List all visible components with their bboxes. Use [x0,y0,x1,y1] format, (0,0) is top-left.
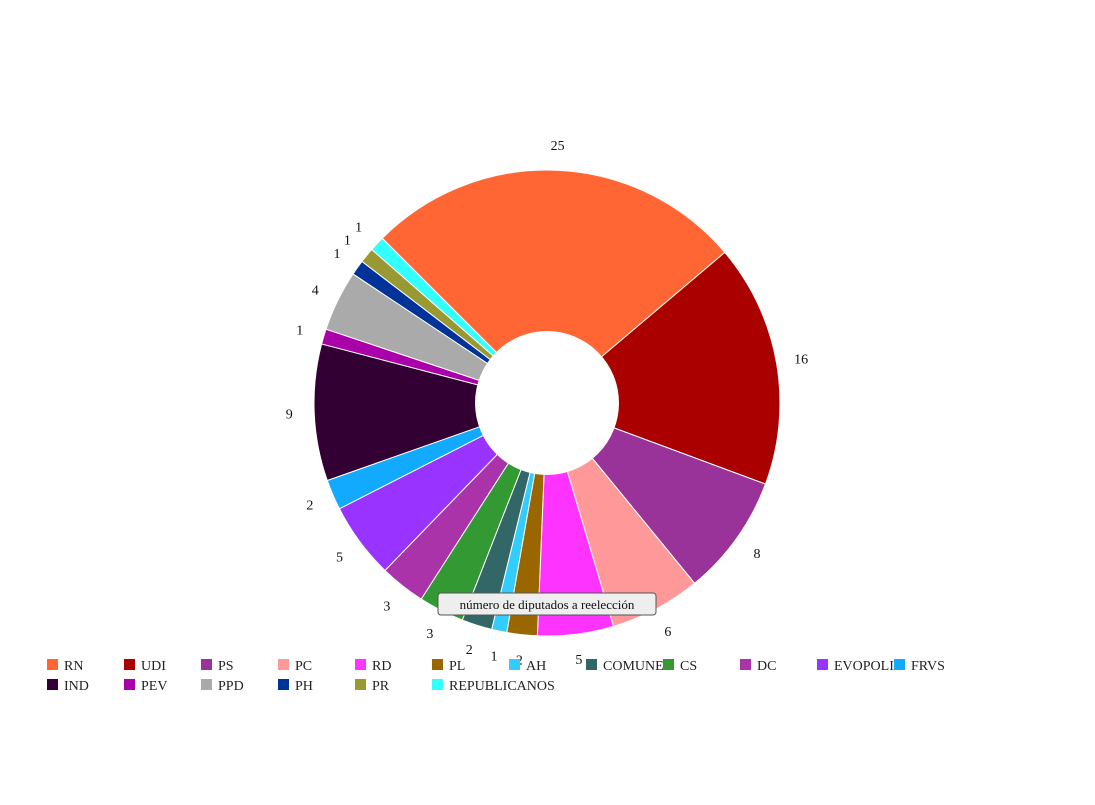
legend-swatch [740,659,751,670]
legend-item-ps[interactable]: PS [201,659,234,674]
legend-item-evopoli[interactable]: EVOPOLI [817,659,894,674]
legend-swatch [817,659,828,670]
data-label-ah: 1 [491,650,498,665]
legend-label: RD [372,659,391,674]
legend-swatch [201,679,212,690]
legend-label: PC [295,659,312,674]
legend-label: UDI [141,659,166,674]
legend-label: REPUBLICANOS [449,679,555,694]
legend-swatch [201,659,212,670]
legend-item-pl[interactable]: PL [432,659,465,674]
legend-label: PR [372,679,390,694]
legend-label: DC [757,659,776,674]
donut-hole [475,331,619,475]
legend-label: COMUNES [603,659,671,674]
legend-swatch [47,679,58,690]
slice-ind[interactable] [313,343,549,482]
legend-item-pc[interactable]: PC [278,659,312,674]
tooltip-text: número de diputados a reelección [460,597,635,612]
legend-label: PPD [218,679,244,694]
legend-swatch [355,679,366,690]
legend-item-udi[interactable]: UDI [124,659,166,674]
slice-udi[interactable] [546,251,781,485]
legend-swatch [124,679,135,690]
legend-item-frvs[interactable]: FRVS [894,659,945,674]
data-label-comunes: 2 [466,643,473,658]
data-label-evopoli: 5 [336,550,343,565]
tooltip: número de diputados a reelección [437,592,657,616]
legend-label: RN [64,659,83,674]
legend-swatch [432,679,443,690]
data-label-dc: 3 [383,599,390,614]
legend-label: PL [449,659,465,674]
legend-item-rd[interactable]: RD [355,659,391,674]
legend-label: PEV [141,679,167,694]
slice-rn[interactable] [381,169,726,404]
legend-swatch [278,659,289,670]
legend-item-pev[interactable]: PEV [124,679,167,694]
data-label-ps: 8 [753,547,760,562]
legend-item-rn[interactable]: RN [47,659,83,674]
legend-swatch [663,659,674,670]
data-label-ph: 1 [334,247,341,262]
legend-swatch [509,659,520,670]
legend-item-comunes[interactable]: COMUNES [586,659,671,674]
legend-swatch [47,659,58,670]
data-label-frvs: 2 [306,499,313,514]
legend-item-ind[interactable]: IND [47,679,89,694]
data-label-ppd: 4 [312,284,319,299]
legend-swatch [894,659,905,670]
legend-item-dc[interactable]: DC [740,659,776,674]
legend-label: IND [64,679,89,694]
legend-item-ah[interactable]: AH [509,659,546,674]
legend-item-pr[interactable]: PR [355,679,390,694]
legend-swatch [278,679,289,690]
legend-swatch [355,659,366,670]
tooltip-box [437,592,657,616]
legend-item-republicanos[interactable]: REPUBLICANOS [432,679,555,694]
legend-label: PS [218,659,234,674]
data-label-pr: 1 [344,234,351,249]
legend-label: CS [680,659,697,674]
legend-swatch [432,659,443,670]
legend-label: FRVS [911,659,945,674]
legend-item-cs[interactable]: CS [663,659,697,674]
data-label-ind: 9 [286,408,293,423]
legend-item-ph[interactable]: PH [278,679,313,694]
legend: RN UDI PS PC RD PL AH COMUNES CS DC EVOPOLI FRVS IND… [47,659,945,694]
legend-label: AH [526,659,546,674]
data-label-rn: 25 [551,139,565,154]
legend-swatch [586,659,597,670]
legend-swatch [124,659,135,670]
legend-label: EVOPOLI [834,659,894,674]
data-label-pev: 1 [296,323,303,338]
legend-item-ppd[interactable]: PPD [201,679,244,694]
data-label-pc: 6 [664,625,671,640]
data-label-rd: 5 [575,653,582,668]
data-label-republicanos: 1 [355,221,362,236]
legend-label: PH [295,679,313,694]
data-label-cs: 3 [426,627,433,642]
data-label-udi: 16 [794,352,808,367]
